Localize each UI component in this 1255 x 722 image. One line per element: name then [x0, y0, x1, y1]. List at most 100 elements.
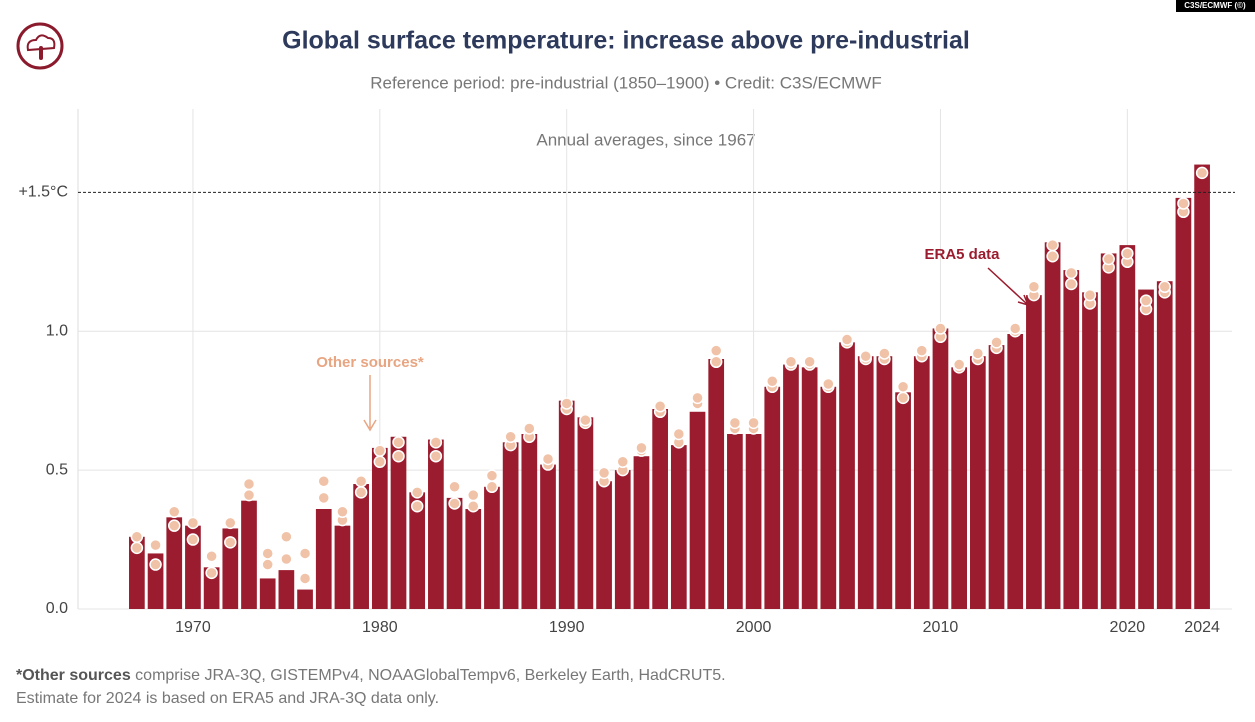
- other-source-dot: [167, 519, 181, 532]
- other-source-dot: [448, 480, 461, 494]
- other-source-dot: [803, 355, 816, 369]
- bar: [614, 470, 631, 609]
- bar: [465, 509, 482, 609]
- other-source-dot: [896, 391, 910, 405]
- footnote-bold: *Other sources: [16, 667, 131, 684]
- bar: [278, 570, 295, 609]
- other-source-dot: [597, 466, 611, 480]
- bar: [484, 486, 500, 609]
- other-source-dot: [186, 516, 200, 530]
- bar: [820, 386, 837, 609]
- other-source-dot: [1177, 197, 1190, 210]
- chart-title: Global surface temperature: increase abo…: [282, 27, 970, 55]
- other-source-dot: [261, 558, 274, 571]
- other-source-dot: [1027, 280, 1041, 294]
- plot: 1970 1980 1990 2000 2010 2020 2024 0.0 0.5 1.0 +1.…: [18, 109, 1235, 636]
- footnote-1: *Other sources comprise JRA-3Q, GISTEMPv…: [16, 667, 726, 684]
- other-source-dot: [523, 422, 536, 435]
- bar: [633, 456, 650, 609]
- other-source-dot: [896, 380, 910, 394]
- x-tick-label: 1980: [362, 619, 398, 636]
- bar: [839, 342, 855, 609]
- bar: [708, 359, 725, 609]
- annotation-other: Other sources*: [316, 354, 424, 371]
- bar: [1044, 242, 1061, 610]
- bar: [913, 356, 930, 609]
- bar: [129, 536, 145, 609]
- footnote-rest: comprise JRA-3Q, GISTEMPv4, NOAAGlobalTe…: [131, 667, 726, 684]
- bar: [689, 411, 706, 609]
- other-source-dot: [448, 497, 461, 510]
- bar: [1063, 270, 1080, 609]
- other-source-dot: [990, 336, 1003, 349]
- other-source-dot: [1065, 277, 1078, 291]
- other-source-dot: [186, 533, 200, 546]
- bar: [895, 392, 911, 609]
- other-source-dot: [1083, 288, 1097, 302]
- other-source-dot: [467, 488, 480, 502]
- credit: C3S/ECMWF (©): [1184, 1, 1246, 10]
- other-source-dot: [280, 552, 293, 566]
- other-source-dot: [205, 549, 218, 563]
- x-tick-label: 2024: [1184, 619, 1220, 636]
- other-source-dot: [1195, 166, 1209, 180]
- other-source-dot: [410, 499, 424, 513]
- bar: [801, 367, 818, 609]
- other-source-dot: [242, 477, 256, 491]
- other-source-dot: [354, 486, 368, 499]
- other-source-dot: [1139, 294, 1153, 307]
- other-source-dot: [1046, 249, 1059, 263]
- chart-subtitle: Reference period: pre-industrial (1850–1…: [370, 73, 881, 92]
- other-source-dot: [167, 505, 181, 519]
- x-tick-label: 1990: [549, 619, 585, 636]
- bar: [241, 500, 257, 609]
- bar: [390, 436, 407, 609]
- bar: [1175, 197, 1192, 609]
- other-source-dot: [560, 397, 573, 410]
- other-source-dot: [859, 349, 872, 363]
- other-source-dot: [242, 488, 256, 502]
- bar: [988, 345, 1005, 609]
- other-source-dot: [410, 486, 424, 499]
- bar: [652, 409, 668, 609]
- other-source-dot: [840, 333, 854, 346]
- other-source-dot: [747, 416, 760, 430]
- bar: [166, 517, 183, 609]
- x-tick-label: 1970: [175, 619, 211, 636]
- other-source-dot: [1158, 280, 1171, 294]
- bar: [259, 578, 276, 609]
- other-source-dot: [971, 347, 985, 360]
- bar: [1156, 281, 1173, 609]
- bar: [334, 525, 351, 609]
- other-source-dot: [579, 413, 592, 427]
- other-source-dot: [822, 377, 835, 391]
- bar: [315, 509, 332, 609]
- other-source-dot: [130, 541, 144, 555]
- bar: [670, 445, 687, 609]
- inner-title: Annual averages, since 1967: [536, 130, 755, 149]
- other-source-dot: [1121, 247, 1134, 260]
- other-source-dot: [280, 530, 293, 544]
- other-source-dot: [784, 355, 798, 369]
- other-source-dot: [205, 566, 218, 580]
- other-source-dot: [504, 430, 517, 444]
- bar: [596, 481, 612, 609]
- reference-label: +1.5°C: [18, 184, 68, 201]
- bar: [857, 356, 874, 609]
- credit-box: [1176, 0, 1255, 12]
- bar: [558, 400, 575, 609]
- bar: [969, 356, 986, 609]
- other-source-dot: [952, 358, 966, 371]
- bar: [1138, 289, 1154, 609]
- other-source-dot: [485, 480, 499, 494]
- other-source-dot: [709, 344, 723, 357]
- other-source-dot: [1046, 238, 1059, 252]
- bar: [577, 417, 594, 609]
- other-source-dot: [149, 558, 162, 571]
- other-source-dot: [373, 455, 387, 469]
- other-source-dot: [878, 347, 891, 360]
- bar: [371, 447, 388, 609]
- other-source-dot: [728, 416, 742, 430]
- bar: [540, 464, 556, 609]
